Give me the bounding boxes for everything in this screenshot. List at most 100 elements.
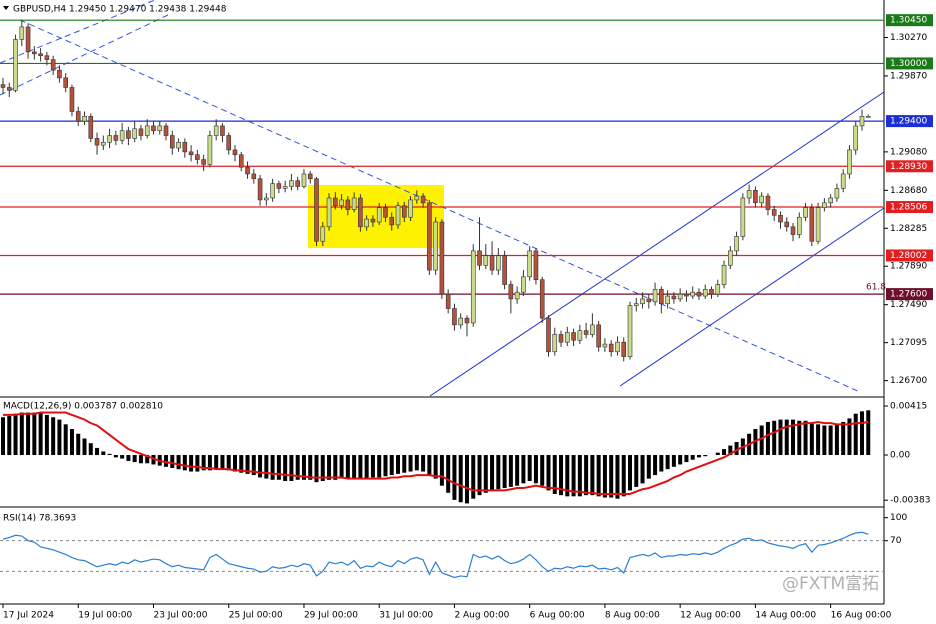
level-label-box [886, 115, 933, 128]
candle-body [822, 202, 827, 208]
candle-body [439, 221, 445, 295]
candle-body [50, 59, 56, 71]
macd-bar [847, 418, 852, 456]
trend-line [0, 0, 156, 64]
candle-body [702, 289, 708, 297]
macd-bar [88, 443, 93, 456]
x-tick-label: 25 Jul 00:00 [229, 611, 283, 621]
candle-body [696, 291, 702, 297]
y-tick-label: 1.29870 [890, 71, 927, 81]
candle-body [6, 87, 12, 91]
candle-body [88, 116, 94, 139]
y-tick-label: 1.27890 [890, 262, 927, 272]
macd-bar [784, 419, 789, 456]
candle-body [865, 116, 871, 118]
macd-bar [19, 412, 24, 456]
panel-title: MACD(12,26,9) 0.003787 0.002810 [3, 402, 163, 412]
macd-bar [464, 455, 469, 504]
macd-bar [722, 449, 727, 456]
macd-bar [270, 455, 275, 480]
candle-body [63, 77, 69, 88]
candle-body [251, 173, 257, 180]
macd-bar [7, 416, 12, 456]
macd-bar [646, 455, 651, 479]
level-label: 1.28930 [890, 162, 927, 172]
macd-bar [483, 455, 488, 493]
macd-bar [502, 455, 507, 489]
candle-body [295, 180, 300, 187]
candle-body [828, 197, 833, 204]
candle-body [82, 116, 87, 122]
candle-body [602, 343, 608, 348]
candle-body [314, 178, 319, 242]
candle-body [289, 180, 294, 187]
candle-body [220, 125, 225, 136]
level-label: 1.30000 [890, 59, 927, 69]
macd-bar [69, 429, 74, 456]
macd-bar [333, 455, 338, 480]
chart-title: GBPUSD,H4 1.29450 1.29470 1.29438 1.2944… [13, 5, 227, 15]
macd-bar [283, 455, 288, 481]
macd-bar [577, 455, 582, 497]
candle-body [19, 26, 25, 40]
candle-body [684, 293, 689, 297]
candle-body [13, 39, 18, 91]
candle-body [539, 279, 545, 319]
x-tick-label: 16 Aug 00:00 [831, 611, 892, 621]
macd-bar [753, 429, 758, 456]
macd-bar [289, 455, 294, 481]
candle-body [715, 284, 721, 295]
macd-bar [540, 455, 545, 486]
macd-bar [113, 455, 118, 458]
macd-bar [13, 413, 18, 456]
y-tick-label: 1.28285 [890, 224, 927, 234]
candle-body [376, 207, 382, 223]
candle-body [778, 215, 783, 223]
macd-bar [120, 455, 125, 459]
candle-body [408, 199, 413, 218]
macd-bar [527, 455, 532, 481]
candle-body [44, 55, 50, 60]
candle-body [301, 173, 307, 187]
candle-body [564, 332, 570, 343]
candle-body [264, 197, 269, 201]
macd-bar [1, 417, 5, 456]
level-label-box [886, 201, 933, 214]
macd-bar [389, 455, 394, 476]
macd-bar [565, 455, 570, 497]
candle-body [646, 298, 652, 303]
x-tick-label: 12 Aug 00:00 [680, 611, 741, 621]
candle-body [345, 199, 351, 210]
channel-line [429, 91, 885, 397]
level-label: 1.29400 [890, 117, 927, 127]
candle-body [483, 255, 489, 266]
macd-bar [791, 419, 796, 456]
x-tick-label: 8 Aug 00:00 [605, 611, 660, 621]
macd-bar [364, 455, 369, 479]
macd-bar [671, 455, 676, 467]
candle-body [489, 255, 495, 271]
candle-body [677, 293, 683, 300]
y-tick-label: 1.27490 [890, 300, 927, 310]
candle-body [458, 317, 464, 326]
level-label: 1.27600 [890, 290, 927, 300]
y-tick-label: 70 [890, 536, 902, 546]
macd-bar [759, 425, 764, 456]
candle-body [157, 125, 163, 132]
x-tick-label: 2 Aug 00:00 [454, 611, 509, 621]
level-label-box [886, 288, 933, 301]
y-tick-label: 100 [890, 513, 907, 523]
macd-bar [95, 447, 100, 456]
candle-body [0, 84, 6, 88]
y-tick-label: 0.00415 [890, 402, 927, 412]
macd-bar [696, 455, 701, 458]
candle-body [809, 207, 815, 242]
candle-body [847, 149, 852, 175]
candle-body [307, 173, 313, 180]
candle-body [69, 87, 75, 112]
macd-bar [370, 455, 375, 478]
macd-bar [778, 419, 783, 456]
menu-arrow [3, 6, 9, 10]
macd-bar [76, 433, 81, 456]
